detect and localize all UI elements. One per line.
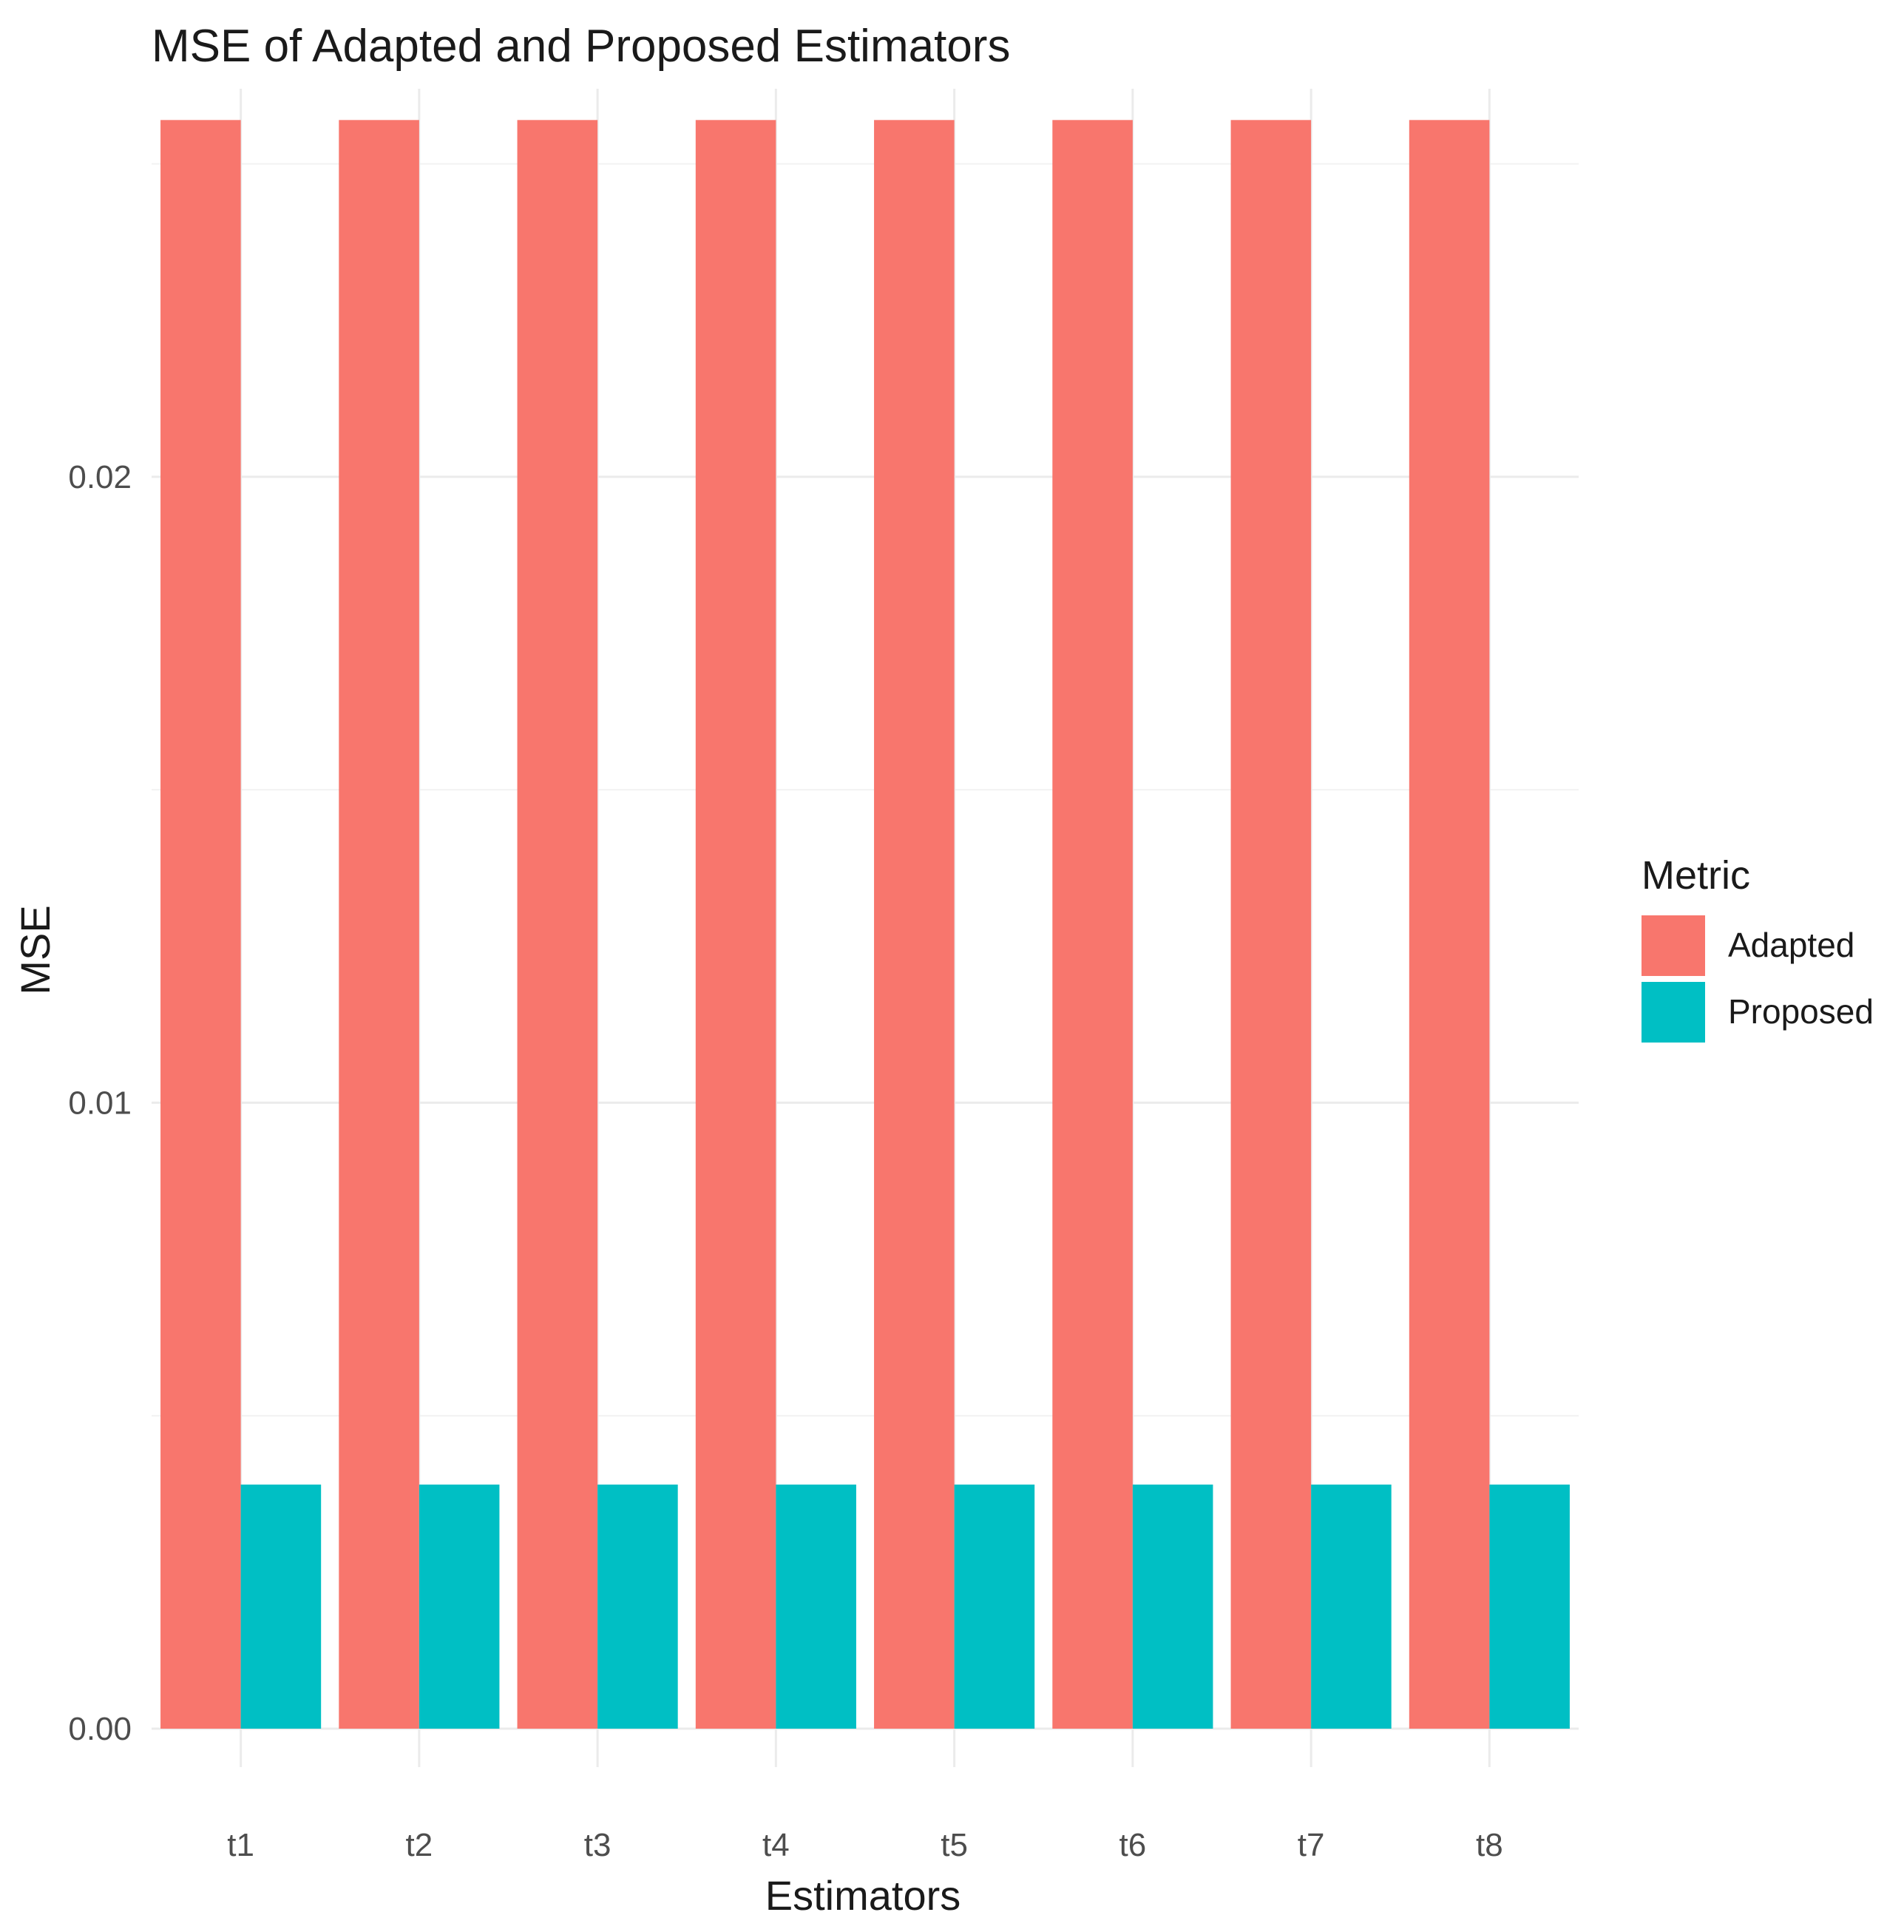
bar-proposed-t8 <box>1489 1484 1570 1729</box>
bar-proposed-t2 <box>419 1484 500 1729</box>
x-tick-label: t4 <box>762 1827 790 1863</box>
y-tick-label: 0.01 <box>68 1085 132 1121</box>
x-tick-label: t7 <box>1298 1827 1325 1863</box>
bar-proposed-t4 <box>776 1484 856 1729</box>
x-tick-label: t2 <box>406 1827 433 1863</box>
bar-proposed-t6 <box>1132 1484 1213 1729</box>
x-tick-label: t8 <box>1476 1827 1503 1863</box>
bar-adapted-t6 <box>1052 120 1133 1729</box>
bars <box>160 120 1570 1729</box>
legend-key-proposed <box>1642 982 1705 1043</box>
bar-proposed-t5 <box>954 1484 1035 1729</box>
bar-adapted-t5 <box>874 120 955 1729</box>
bar-proposed-t1 <box>240 1484 322 1729</box>
bar-adapted-t8 <box>1409 120 1490 1729</box>
x-tick-label: t3 <box>584 1827 611 1863</box>
x-tick-label: t6 <box>1119 1827 1147 1863</box>
y-tick-label: 0.02 <box>68 459 132 495</box>
legend-label-adapted: Adapted <box>1728 926 1854 964</box>
bar-adapted-t4 <box>695 120 776 1729</box>
bar-proposed-t3 <box>597 1484 678 1729</box>
legend-title: Metric <box>1642 853 1750 898</box>
bar-adapted-t3 <box>517 120 598 1729</box>
legend-key-adapted <box>1642 915 1705 976</box>
legend: Metric Adapted Proposed <box>1642 853 1874 1043</box>
y-tick-label: 0.00 <box>68 1711 132 1747</box>
x-tick-label: t5 <box>941 1827 968 1863</box>
bar-adapted-t2 <box>339 120 419 1729</box>
y-axis-ticks: 0.00 0.01 0.02 <box>68 459 132 1747</box>
bar-adapted-t7 <box>1230 120 1312 1729</box>
x-axis-ticks: t1 t2 t3 t4 t5 t6 t7 t8 <box>227 1827 1502 1863</box>
bar-proposed-t7 <box>1311 1484 1392 1729</box>
x-axis-title: Estimators <box>765 1872 961 1919</box>
chart-title: MSE of Adapted and Proposed Estimators <box>152 21 1010 72</box>
y-axis-title: MSE <box>12 905 58 994</box>
x-tick-label: t1 <box>227 1827 254 1863</box>
bar-adapted-t1 <box>160 120 241 1729</box>
legend-label-proposed: Proposed <box>1728 992 1874 1031</box>
